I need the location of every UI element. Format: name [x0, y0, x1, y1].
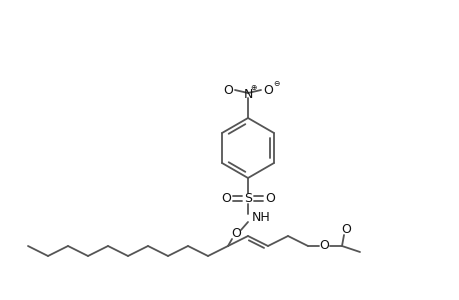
Text: ⊕: ⊕	[249, 82, 256, 91]
Text: O: O	[223, 83, 232, 97]
Text: NH: NH	[252, 212, 270, 224]
Text: S: S	[243, 191, 252, 205]
Text: N: N	[243, 88, 252, 100]
Text: O: O	[264, 191, 274, 205]
Text: O: O	[340, 224, 350, 236]
Text: O: O	[221, 191, 230, 205]
Text: ⊖: ⊖	[272, 79, 279, 88]
Text: O: O	[230, 227, 241, 241]
Text: O: O	[263, 83, 272, 97]
Text: O: O	[319, 239, 328, 253]
